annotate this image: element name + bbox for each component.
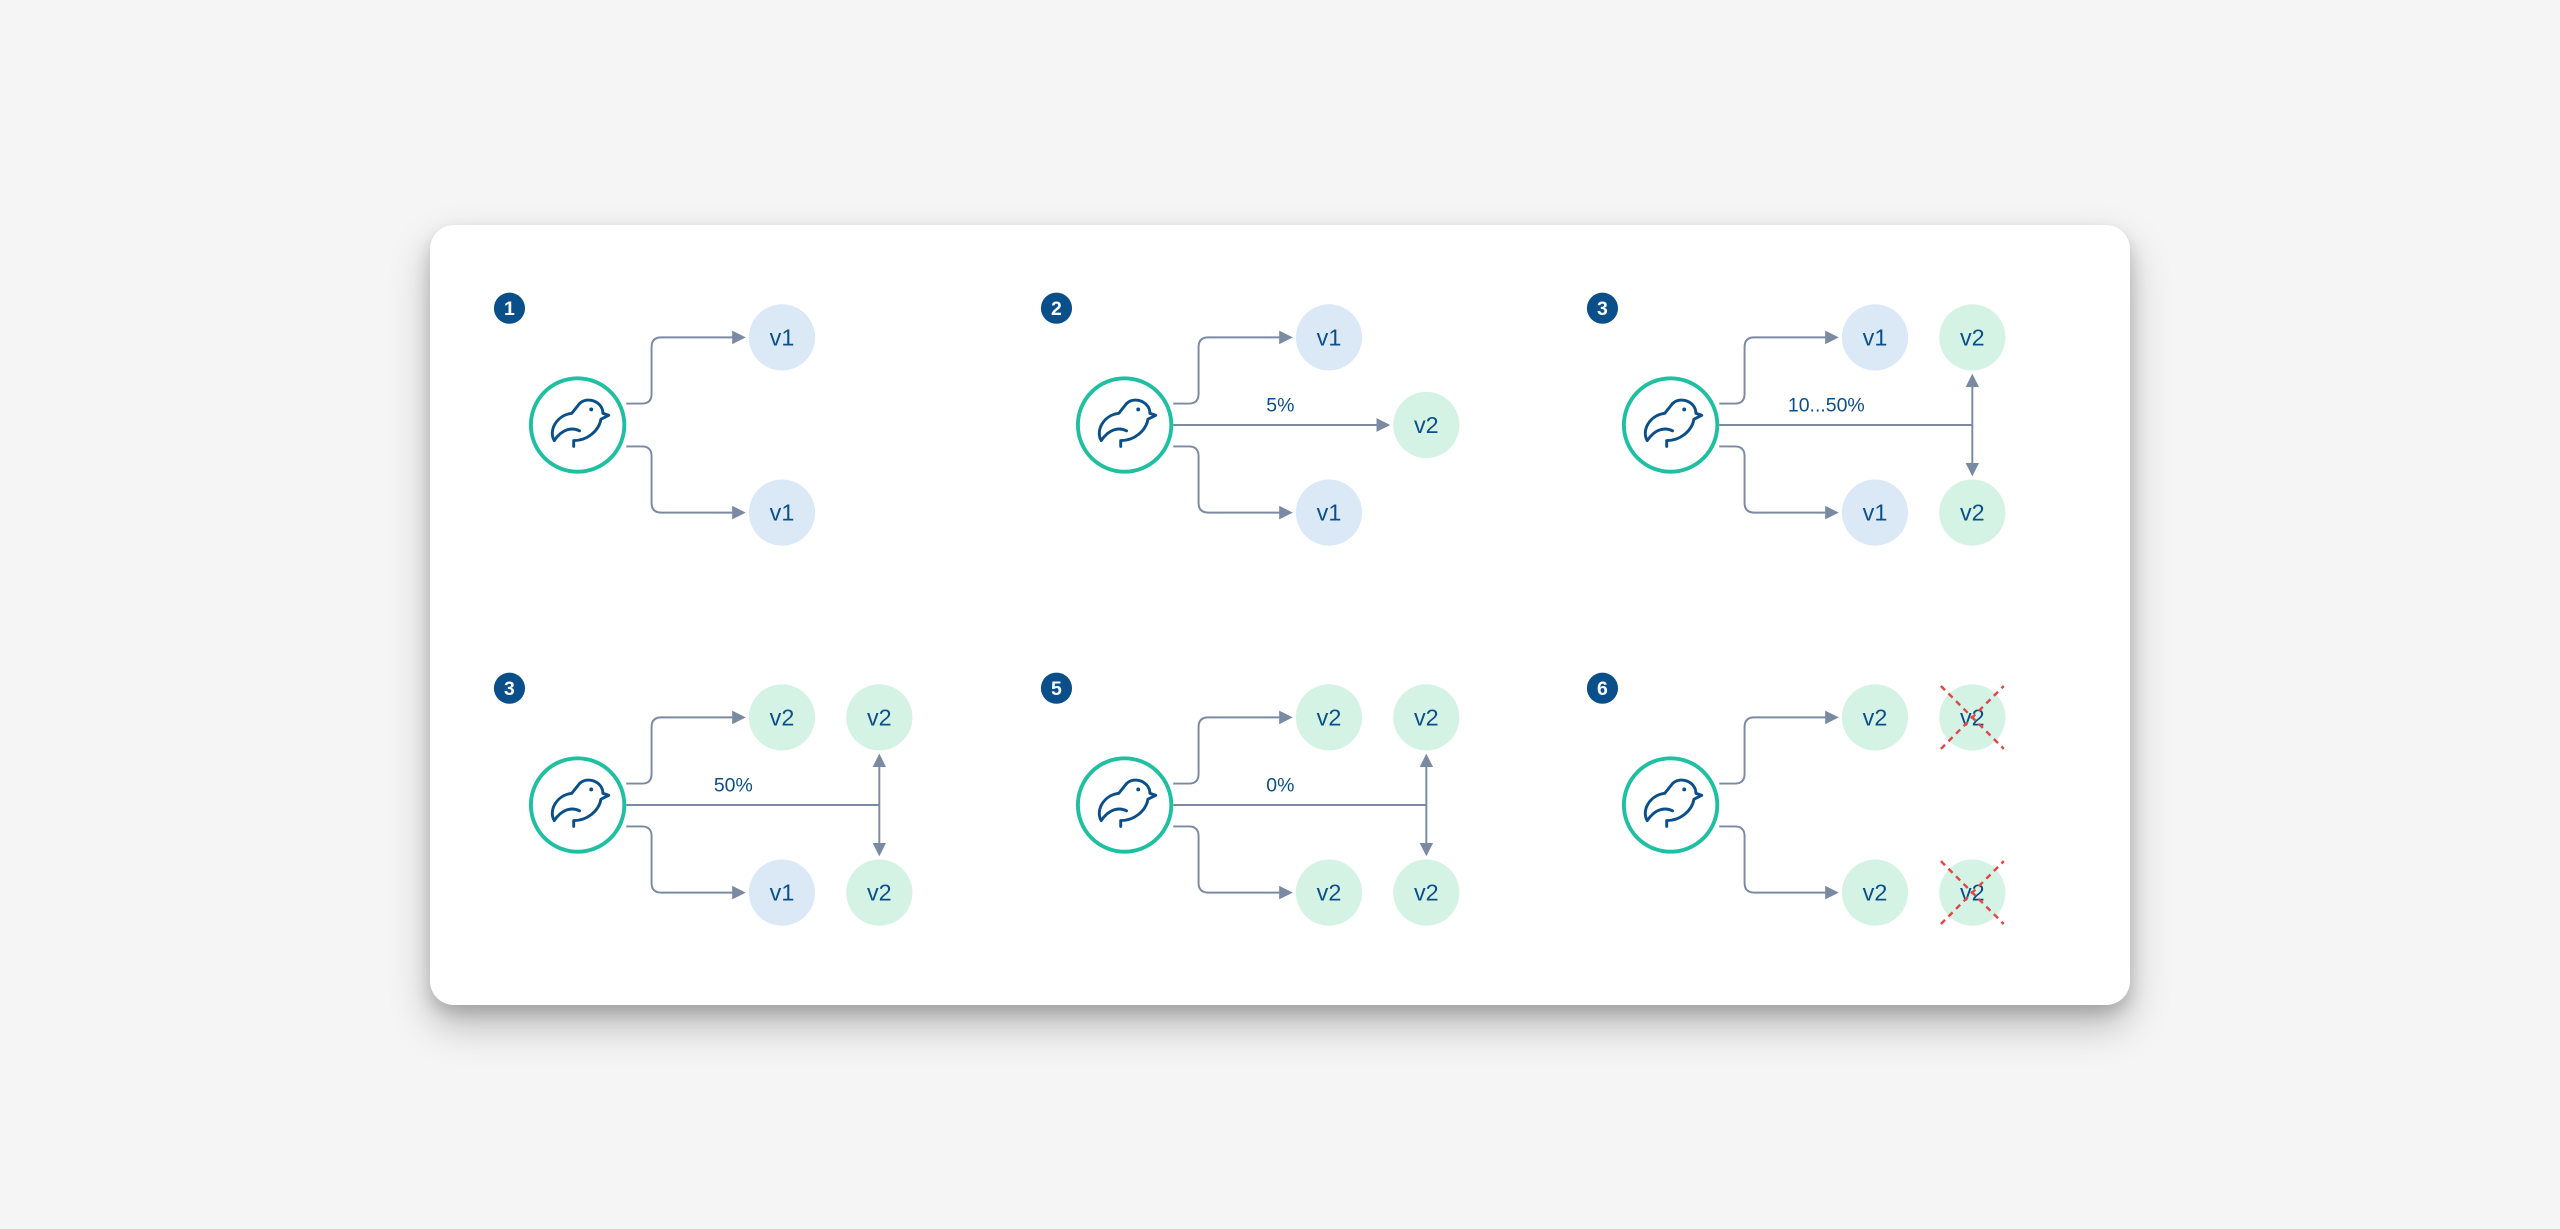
version-label: v2 — [1863, 704, 1888, 730]
step-number: 1 — [504, 298, 515, 320]
step-number: 6 — [1597, 678, 1608, 700]
version-node-v1: v1 — [1842, 304, 1908, 370]
version-label: v1 — [770, 879, 795, 905]
version-label: v1 — [1863, 324, 1888, 350]
bird-icon — [531, 378, 624, 471]
version-node-v2: v2 — [1842, 684, 1908, 750]
version-label: v1 — [770, 324, 795, 350]
diagram-panel-5: 5 v2 v2 0% v2 v2 — [1037, 655, 1524, 955]
diagram-grid: 1v1v12v1v15%v23v1v110...50%v2v23v2v150%v… — [490, 275, 2070, 955]
version-label: v2 — [1414, 879, 1439, 905]
step-number: 3 — [504, 678, 515, 700]
version-node-v1: v1 — [1296, 304, 1362, 370]
version-node-v2: v2 — [1940, 684, 2006, 750]
version-node-v2: v2 — [1393, 859, 1459, 925]
version-node-v1: v1 — [1842, 479, 1908, 545]
version-node-v1: v1 — [749, 304, 815, 370]
step-number: 3 — [1597, 298, 1608, 320]
step-badge: 3 — [1587, 292, 1618, 323]
version-node-v2: v2 — [846, 859, 912, 925]
version-label: v2 — [1863, 879, 1888, 905]
bird-icon — [531, 758, 624, 851]
step-badge: 5 — [1041, 672, 1072, 703]
flow-arrow — [1720, 717, 1837, 783]
step-badge: 2 — [1041, 292, 1072, 323]
bird-icon — [1624, 378, 1717, 471]
version-node-v1: v1 — [749, 479, 815, 545]
version-label: v2 — [1414, 704, 1439, 730]
version-node-v2: v2 — [1393, 391, 1459, 457]
step-badge: 3 — [494, 672, 525, 703]
version-node-v1: v1 — [1296, 479, 1362, 545]
version-label: v2 — [1316, 704, 1341, 730]
traffic-weight-label: 50% — [714, 774, 753, 796]
version-node-v2: v2 — [749, 684, 815, 750]
step-badge: 1 — [494, 292, 525, 323]
version-label: v2 — [770, 704, 795, 730]
version-label: v1 — [1316, 324, 1341, 350]
diagram-panel-6: 6 v2 v2 v2 v2 — [1583, 655, 2070, 955]
flow-arrow — [1720, 446, 1837, 512]
diagram-panel-3: 3 v1 v1 10...50% v2 v2 — [1583, 275, 2070, 575]
version-node-v2: v2 — [1940, 304, 2006, 370]
flow-arrow — [1173, 446, 1290, 512]
traffic-weight-label: 0% — [1266, 774, 1294, 796]
version-label: v2 — [1960, 324, 1985, 350]
diagram-panel-1: 1 v1 v1 — [490, 275, 977, 575]
flow-arrow — [1173, 826, 1290, 892]
bird-icon — [1624, 758, 1717, 851]
version-label: v2 — [867, 879, 892, 905]
step-number: 2 — [1051, 298, 1062, 320]
version-label: v2 — [1960, 499, 1985, 525]
version-label: v1 — [1863, 499, 1888, 525]
flow-arrow — [626, 826, 743, 892]
step-badge: 6 — [1587, 672, 1618, 703]
version-label: v1 — [770, 499, 795, 525]
diagram-panel-4: 3 v2 v1 50% v2 v2 — [490, 655, 977, 955]
version-node-v2: v2 — [1940, 479, 2006, 545]
diagram-panel-2: 2 v1 v1 5% v2 — [1037, 275, 1524, 575]
step-number: 5 — [1051, 678, 1062, 700]
bird-icon — [1078, 758, 1171, 851]
version-label: v2 — [1316, 879, 1341, 905]
version-node-v2: v2 — [846, 684, 912, 750]
version-node-v2: v2 — [1842, 859, 1908, 925]
flow-arrow — [626, 337, 743, 403]
version-label: v2 — [1414, 412, 1439, 438]
version-label: v1 — [1316, 499, 1341, 525]
flow-arrow — [626, 446, 743, 512]
bird-icon — [1078, 378, 1171, 471]
version-node-v2: v2 — [1296, 684, 1362, 750]
diagram-card: 1v1v12v1v15%v23v1v110...50%v2v23v2v150%v… — [430, 225, 2130, 1005]
traffic-weight-label: 5% — [1266, 394, 1294, 416]
traffic-weight-label: 10...50% — [1788, 394, 1865, 416]
version-node-v2: v2 — [1393, 684, 1459, 750]
version-node-v1: v1 — [749, 859, 815, 925]
version-label: v2 — [867, 704, 892, 730]
version-node-v2: v2 — [1940, 859, 2006, 925]
version-node-v2: v2 — [1296, 859, 1362, 925]
flow-arrow — [1720, 826, 1837, 892]
